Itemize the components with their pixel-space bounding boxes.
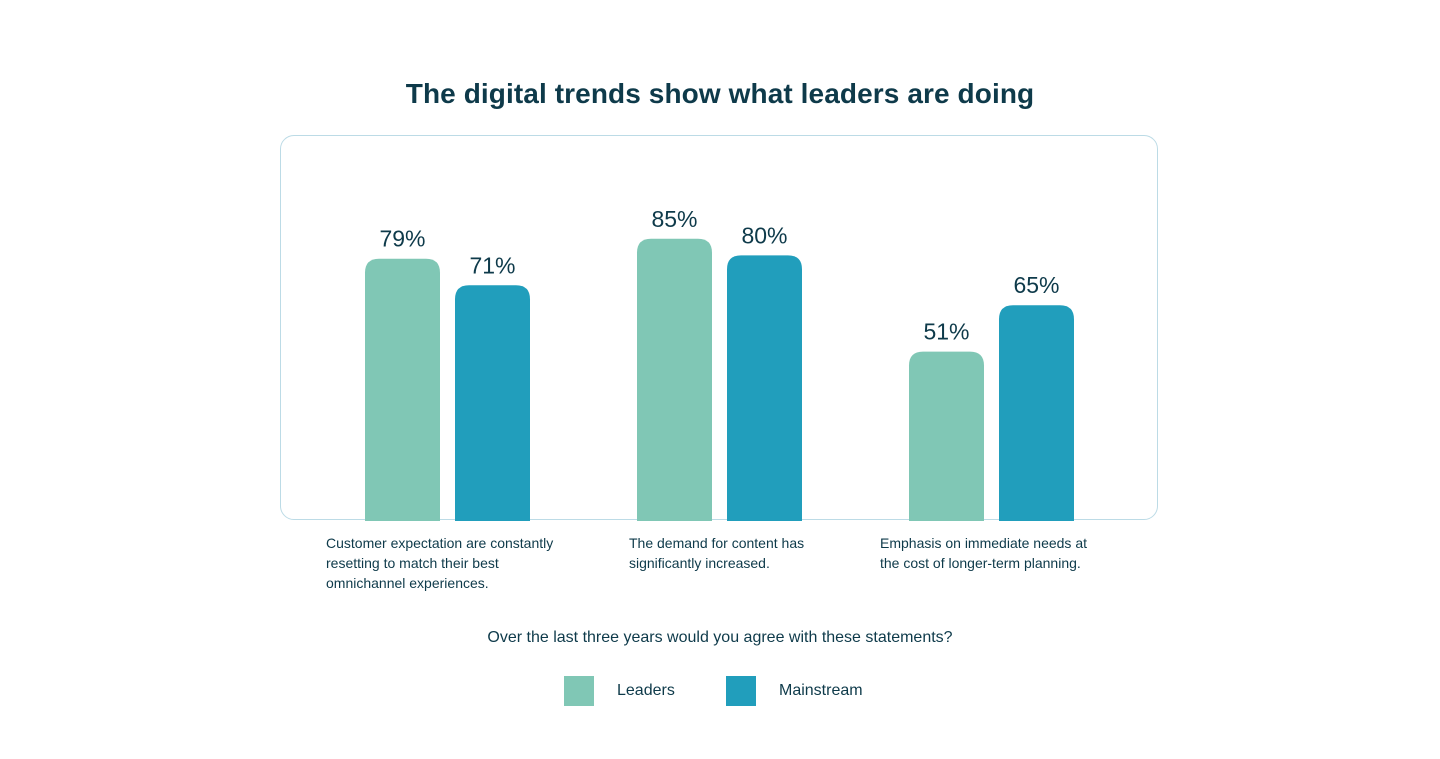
chart-frame bbox=[280, 135, 1158, 520]
category-label-1: Customer expectation are constantly rese… bbox=[326, 535, 554, 591]
bar-leaders-1 bbox=[365, 258, 440, 521]
data-label-mainstream-3: 65% bbox=[1013, 272, 1059, 298]
legend-item-mainstream: Mainstream bbox=[726, 676, 863, 706]
data-label-leaders-2: 85% bbox=[651, 206, 697, 232]
question-label: Over the last three years would you agre… bbox=[487, 629, 953, 646]
chart-title: The digital trends show what leaders are… bbox=[405, 78, 1035, 109]
bar-leaders-2 bbox=[637, 238, 712, 522]
bar-leaders-3 bbox=[909, 351, 984, 521]
bar-mainstream-1 bbox=[455, 285, 530, 521]
category-label-2: The demand for content has significantly… bbox=[629, 535, 805, 571]
data-label-leaders-3: 51% bbox=[923, 319, 969, 345]
legend-item-leaders: Leaders bbox=[564, 676, 675, 706]
data-label-leaders-1: 79% bbox=[379, 226, 425, 252]
category-label-3: Emphasis on immediate needs at the cost … bbox=[880, 535, 1087, 571]
legend: Leaders Mainstream bbox=[0, 676, 1440, 706]
bar-mainstream-3 bbox=[999, 305, 1074, 521]
legend-swatch-leaders bbox=[564, 676, 594, 706]
data-label-mainstream-1: 71% bbox=[469, 252, 515, 278]
legend-swatch-mainstream bbox=[726, 676, 756, 706]
bar-mainstream-2 bbox=[727, 255, 802, 521]
data-label-mainstream-2: 80% bbox=[741, 222, 787, 248]
legend-label-leaders: Leaders bbox=[617, 682, 675, 699]
legend-label-mainstream: Mainstream bbox=[779, 682, 863, 699]
